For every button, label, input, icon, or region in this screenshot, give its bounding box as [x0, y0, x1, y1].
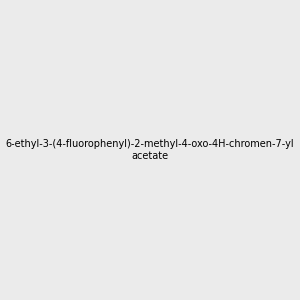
Text: 6-ethyl-3-(4-fluorophenyl)-2-methyl-4-oxo-4H-chromen-7-yl acetate: 6-ethyl-3-(4-fluorophenyl)-2-methyl-4-ox…: [6, 139, 294, 161]
